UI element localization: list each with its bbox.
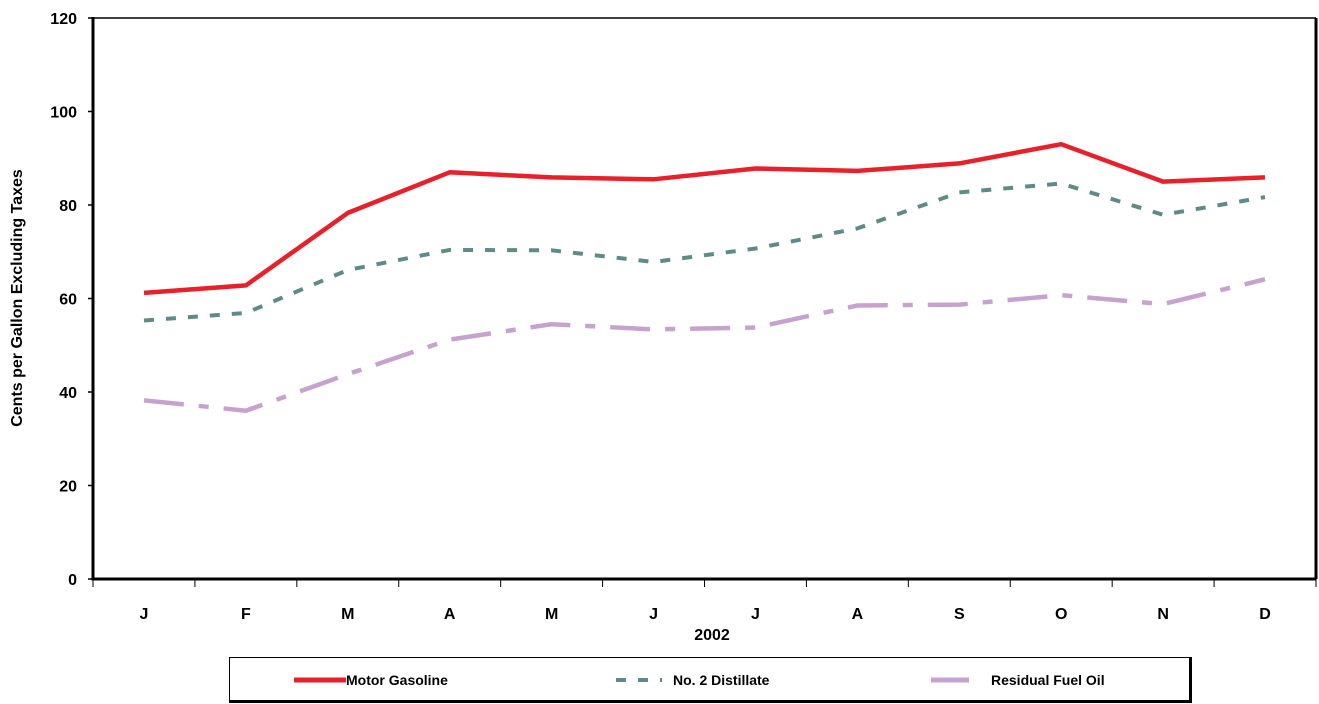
- legend-label-no2-distillate: No. 2 Distillate: [673, 671, 770, 688]
- x-axis-label: 2002: [694, 627, 730, 644]
- series-line-2: [143, 277, 1266, 413]
- legend-swatch-no2-distillate: [616, 677, 662, 682]
- x-tick-label: N: [1157, 606, 1169, 623]
- x-tick-label: M: [545, 606, 558, 623]
- x-tick-label: M: [341, 606, 354, 623]
- legend: Motor Gasoline No. 2 Distillate Residual…: [229, 657, 1192, 703]
- x-tick-label: F: [241, 606, 251, 623]
- legend-item-motor-gasoline: Motor Gasoline: [294, 658, 448, 701]
- legend-swatch-residual-fuel-oil: [931, 677, 969, 682]
- legend-swatch-motor-gasoline: [294, 677, 346, 682]
- legend-label-motor-gasoline: Motor Gasoline: [346, 671, 448, 688]
- legend-item-no2-distillate: No. 2 Distillate: [616, 658, 769, 701]
- x-tick-label: J: [751, 606, 760, 623]
- y-tick-label: 120: [50, 11, 77, 28]
- legend-item-residual-fuel-oil: Residual Fuel Oil: [931, 658, 1105, 701]
- y-tick-label: 0: [68, 572, 77, 589]
- y-tick-label: 40: [59, 385, 77, 402]
- x-tick-label: A: [852, 606, 864, 623]
- y-axis-label: Cents per Gallon Excluding Taxes: [9, 169, 26, 427]
- y-tick-label: 100: [50, 105, 77, 122]
- line-chart: 0 20 40 60 80 100 120 J F M A M J J A S O N D Cents per Ga…: [9, 11, 1318, 644]
- series-line-0: [143, 141, 1266, 296]
- y-tick-label: 20: [59, 479, 77, 496]
- x-tick-label: A: [444, 606, 456, 623]
- y-tick-label: 60: [59, 292, 77, 309]
- x-tick-label: O: [1055, 606, 1067, 623]
- legend-label-residual-fuel-oil: Residual Fuel Oil: [991, 671, 1105, 688]
- x-tick-label: J: [649, 606, 658, 623]
- y-tick-label: 80: [59, 198, 77, 215]
- x-tick-label: S: [954, 606, 965, 623]
- x-tick-label: D: [1259, 606, 1271, 623]
- series-line-1: [143, 181, 1266, 323]
- x-tick-label: J: [140, 606, 149, 623]
